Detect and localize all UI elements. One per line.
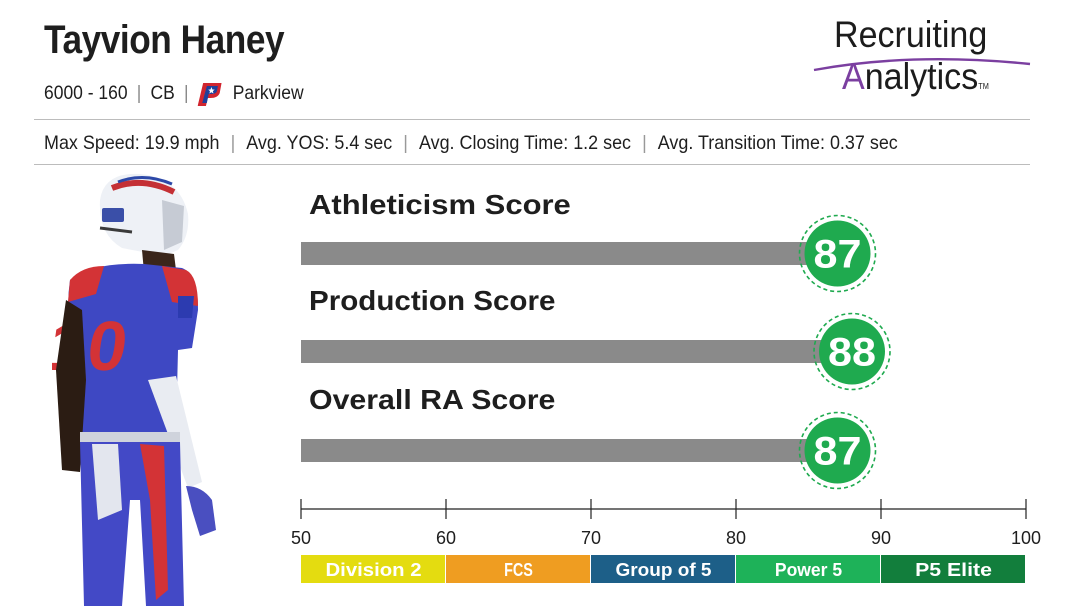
separator: |	[230, 131, 236, 154]
school-name: Parkview	[232, 83, 304, 104]
score-badge	[819, 318, 885, 385]
score-value: 87	[814, 430, 862, 474]
category-label: Overall RA Score	[309, 384, 555, 415]
score-value: 88	[828, 331, 876, 375]
player-info: 6000 - 160 | CB | Parkview	[44, 82, 304, 106]
stats-row: Max Speed: 19.9 mph | Avg. YOS: 5.4 sec …	[44, 130, 898, 156]
tier-label: P5 Elite	[915, 560, 992, 580]
logo-line-2: AnalyticsTM	[842, 56, 989, 98]
logo-swoosh-icon	[813, 58, 1031, 72]
logo-trademark: TM	[978, 82, 989, 91]
tier-band	[446, 555, 590, 583]
logo-line-2-rest: nalytics	[864, 56, 979, 97]
tier-label: Group of 5	[616, 560, 712, 580]
tier-band	[301, 555, 445, 583]
category-label: Athleticism Score	[309, 189, 571, 220]
stat-avg-yos: Avg. YOS: 5.4 sec	[246, 131, 393, 154]
school-logo-icon	[197, 83, 222, 106]
score-badge-ring	[813, 312, 891, 391]
tier-label: Power 5	[775, 560, 842, 580]
player-position: CB	[150, 83, 175, 104]
score-value: 87	[814, 233, 862, 277]
score-bar	[301, 340, 852, 363]
measurables: 6000 - 160	[44, 83, 128, 104]
tier-band	[591, 555, 735, 583]
stat-closing-time: Avg. Closing Time: 1.2 sec	[418, 131, 632, 154]
category-label: Production Score	[309, 285, 555, 316]
logo-initial: A	[842, 56, 865, 97]
separator: |	[642, 131, 647, 154]
recruiting-analytics-logo: Recruiting AnalyticsTM	[812, 12, 1032, 102]
stat-max-speed: Max Speed: 19.9 mph	[44, 131, 220, 154]
score-badge-ring	[798, 214, 877, 293]
player-name: Tayvion Haney	[44, 18, 285, 62]
x-tick-label: 100	[1011, 528, 1041, 548]
score-badge-ring	[798, 411, 877, 490]
tier-label: FCS	[504, 560, 533, 580]
separator: |	[184, 83, 189, 104]
x-tick-label: 50	[291, 528, 311, 548]
stat-transition-time: Avg. Transition Time: 0.37 sec	[657, 131, 898, 154]
tier-band	[881, 555, 1025, 583]
tier-label: Division 2	[326, 560, 422, 580]
divider-top	[34, 119, 1030, 120]
score-badge	[804, 417, 871, 484]
x-tick-label: 70	[581, 528, 601, 548]
player-photo: 10	[52, 173, 216, 606]
x-tick-label: 60	[436, 528, 456, 548]
divider-bottom	[34, 164, 1030, 165]
separator: |	[136, 83, 142, 104]
logo-line-1: Recruiting	[834, 14, 988, 55]
score-badge	[804, 220, 871, 287]
tier-band	[736, 555, 880, 583]
x-tick-label: 80	[726, 528, 746, 548]
x-tick-label: 90	[871, 528, 891, 548]
separator: |	[403, 131, 408, 154]
score-bar	[301, 439, 838, 462]
score-bar	[301, 242, 838, 265]
